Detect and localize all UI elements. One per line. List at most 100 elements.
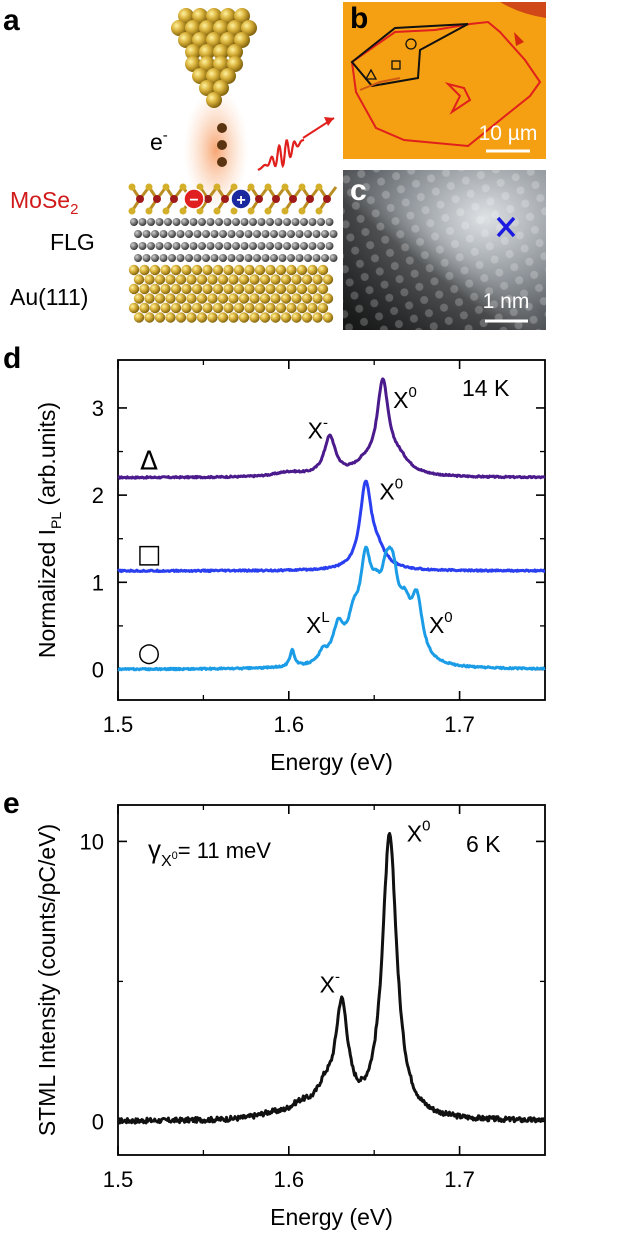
au-atom: [317, 302, 329, 314]
gold-atom: [227, 20, 243, 36]
au-atom: [133, 274, 145, 285]
au-atom: [186, 274, 197, 285]
carbon-atom: [253, 254, 261, 262]
au-atom: [170, 302, 182, 314]
series-marker-icon: □: [137, 540, 162, 570]
se-atom: [230, 207, 238, 215]
se-atom: [145, 183, 153, 191]
carbon-atom: [317, 218, 325, 226]
au-atom: [144, 274, 155, 285]
x-tick-label: 1.5: [103, 1167, 134, 1192]
flake-wrinkle: [359, 77, 401, 91]
au-atom: [254, 283, 266, 295]
au-atom: [128, 264, 140, 276]
gold-atom: [206, 8, 222, 24]
carbon-atom: [300, 218, 308, 226]
carbon-atom: [198, 242, 206, 250]
au-atom: [249, 274, 260, 285]
carbon-atom: [325, 242, 334, 250]
carbon-atom: [295, 254, 304, 262]
x-tick-label: 1.5: [103, 712, 134, 737]
y-tick-label: 3: [92, 396, 104, 421]
carbon-atom: [176, 254, 185, 262]
au-atom: [139, 283, 150, 295]
series-line: [117, 479, 546, 574]
au-atom: [275, 264, 287, 276]
gold-atom: [171, 20, 187, 36]
carbon-atom: [168, 230, 176, 238]
triangle-marker-icon: [364, 68, 378, 80]
carbon-atom: [287, 254, 295, 262]
gold-atom: [206, 92, 222, 108]
carbon-atom: [278, 230, 287, 238]
au-atom: [270, 312, 281, 323]
carbon-atom: [185, 254, 193, 262]
se-atom: [196, 207, 204, 215]
carbon-atom: [142, 230, 151, 238]
carbon-atom: [219, 230, 227, 238]
se-atom: [230, 183, 238, 191]
se-atom: [196, 183, 204, 191]
carbon-atom: [261, 254, 270, 262]
gold-atom: [192, 32, 208, 48]
carbon-atom: [236, 230, 244, 238]
au-atom: [259, 293, 271, 304]
carbon-atom: [270, 254, 278, 262]
gold-atom: [227, 44, 243, 60]
au-atom: [238, 293, 250, 304]
carbon-atom: [155, 218, 164, 226]
carbon-atom: [138, 242, 147, 250]
layer-label-mose2: MoSe2: [10, 187, 78, 218]
electron-dot: [217, 157, 227, 167]
carbon-atom: [134, 254, 142, 262]
carbon-atom: [189, 218, 198, 226]
carbon-atom: [168, 254, 176, 262]
au-atom: [160, 283, 171, 295]
carbon-atom: [206, 218, 215, 226]
gold-atom: [213, 56, 229, 72]
au-atom: [191, 283, 203, 295]
carbon-atom: [202, 254, 210, 262]
au-atom: [212, 302, 224, 314]
y-axis-title: STML Intensity (counts/pC/eV): [34, 824, 60, 1136]
au-atom: [312, 293, 323, 304]
au-atom: [291, 312, 302, 323]
tip-position-icon: [496, 216, 516, 238]
carbon-atom: [249, 218, 257, 226]
au-atom: [154, 274, 166, 285]
au-atom: [133, 312, 145, 323]
au-atom: [265, 283, 276, 295]
gold-atom: [185, 20, 201, 36]
au-atom: [322, 274, 334, 285]
carbon-atom: [257, 242, 266, 250]
peak-label: X0: [429, 609, 453, 638]
au-atom: [270, 274, 281, 285]
peak-label: X0: [393, 384, 417, 413]
y-tick-label: 1: [92, 570, 104, 595]
carbon-atom: [172, 218, 181, 226]
hole-icon: [230, 188, 252, 210]
y-tick-label: 2: [92, 483, 104, 508]
au-atom: [175, 293, 187, 304]
gold-atom: [220, 8, 236, 24]
au-atom: [312, 274, 323, 285]
panel-label-d: d: [3, 342, 21, 375]
x-tick-label: 1.7: [444, 1167, 475, 1192]
carbon-atom: [321, 254, 329, 262]
carbon-atom: [189, 242, 198, 250]
au-atom: [270, 293, 281, 304]
carbon-atom: [240, 242, 249, 250]
se-atom: [179, 183, 187, 191]
series-line: [117, 545, 546, 672]
carbon-atom: [244, 254, 253, 262]
carbon-atom: [329, 230, 338, 238]
carbon-atom: [215, 218, 223, 226]
gold-atom: [185, 44, 201, 60]
gold-atom: [206, 68, 222, 84]
temperature-label: 14 K: [462, 375, 510, 401]
carbon-atom: [193, 230, 202, 238]
se-atom: [213, 183, 221, 191]
flake-outline-red: [350, 20, 542, 148]
au-atom: [207, 312, 218, 323]
au-atom: [165, 312, 176, 323]
